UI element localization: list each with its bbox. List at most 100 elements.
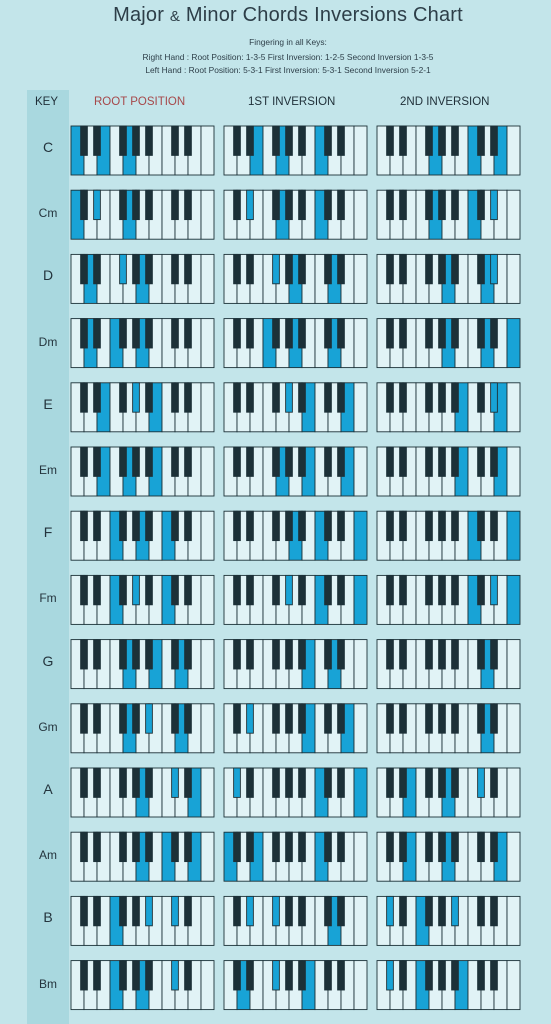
black-key: [285, 125, 293, 156]
black-key: [438, 189, 446, 221]
black-key: [145, 639, 153, 670]
black-key: [80, 125, 88, 156]
black-key: [386, 831, 394, 863]
highlighted-black-key: [490, 382, 498, 413]
keyboard-root: [70, 703, 215, 754]
black-key: [132, 831, 140, 863]
black-key: [246, 253, 254, 285]
black-key: [285, 446, 293, 477]
black-key: [184, 382, 192, 413]
black-key: [184, 895, 192, 927]
black-key: [386, 510, 394, 542]
black-key: [233, 318, 241, 349]
right-hand-fingering: Right Hand : Root Position: 1-3-5 First …: [142, 52, 434, 62]
keyboard-second: [376, 703, 521, 754]
black-key: [438, 639, 446, 670]
highlighted-black-key: [119, 253, 127, 285]
white-key: [506, 767, 521, 818]
black-key: [285, 253, 293, 285]
black-key: [233, 446, 241, 477]
white-key: [200, 318, 215, 369]
black-key: [132, 639, 140, 670]
black-key: [171, 382, 179, 413]
black-key: [438, 574, 446, 606]
black-key: [490, 831, 498, 863]
black-key: [337, 703, 345, 734]
black-key: [145, 510, 153, 542]
white-key: [200, 446, 215, 497]
black-key: [93, 767, 101, 798]
keyboard-root: [70, 574, 215, 625]
key-column: [27, 90, 69, 1024]
highlighted-black-key: [132, 574, 140, 606]
black-key: [425, 189, 433, 221]
black-key: [298, 895, 306, 927]
black-key: [119, 960, 127, 991]
black-key: [386, 639, 394, 670]
black-key: [145, 767, 153, 798]
highlighted-black-key: [246, 703, 254, 734]
black-key: [272, 382, 280, 413]
highlighted-white-key: [353, 574, 368, 625]
black-key: [233, 189, 241, 221]
white-key: [200, 382, 215, 433]
keyboard-second: [376, 446, 521, 497]
black-key: [93, 895, 101, 927]
keyboard-root: [70, 960, 215, 1011]
black-key: [285, 510, 293, 542]
black-key: [425, 510, 433, 542]
highlighted-white-key: [353, 767, 368, 818]
black-key: [285, 960, 293, 991]
keyboard-first: [223, 253, 368, 304]
highlighted-black-key: [171, 767, 179, 798]
black-key: [233, 510, 241, 542]
black-key: [184, 125, 192, 156]
chord-label: C: [42, 139, 54, 155]
highlighted-black-key: [145, 895, 153, 927]
highlighted-black-key: [272, 895, 280, 927]
black-key: [399, 767, 407, 798]
black-key: [119, 831, 127, 863]
highlighted-white-key: [506, 510, 521, 561]
highlighted-black-key: [490, 189, 498, 221]
keyboard-root: [70, 318, 215, 369]
black-key: [399, 189, 407, 221]
black-key: [184, 574, 192, 606]
chord-label: Fm: [39, 591, 57, 606]
black-key: [132, 510, 140, 542]
black-key: [337, 125, 345, 156]
black-key: [477, 189, 485, 221]
black-key: [386, 125, 394, 156]
highlighted-black-key: [233, 767, 241, 798]
black-key: [145, 253, 153, 285]
keyboard-first: [223, 960, 368, 1011]
black-key: [337, 189, 345, 221]
black-key: [298, 446, 306, 477]
black-key: [386, 318, 394, 349]
keyboard-second: [376, 382, 521, 433]
black-key: [184, 510, 192, 542]
white-key: [200, 767, 215, 818]
white-key: [200, 960, 215, 1011]
highlighted-black-key: [477, 767, 485, 798]
black-key: [233, 253, 241, 285]
black-key: [93, 125, 101, 156]
black-key: [119, 125, 127, 156]
black-key: [438, 125, 446, 156]
white-key: [200, 639, 215, 690]
black-key: [184, 639, 192, 670]
highlighted-black-key: [490, 253, 498, 285]
highlighted-black-key: [171, 960, 179, 991]
black-key: [490, 960, 498, 991]
white-key: [506, 639, 521, 690]
black-key: [184, 318, 192, 349]
black-key: [451, 574, 459, 606]
black-key: [184, 703, 192, 734]
black-key: [477, 446, 485, 477]
black-key: [285, 189, 293, 221]
black-key: [399, 382, 407, 413]
black-key: [337, 510, 345, 542]
black-key: [272, 510, 280, 542]
black-key: [451, 446, 459, 477]
black-key: [451, 703, 459, 734]
